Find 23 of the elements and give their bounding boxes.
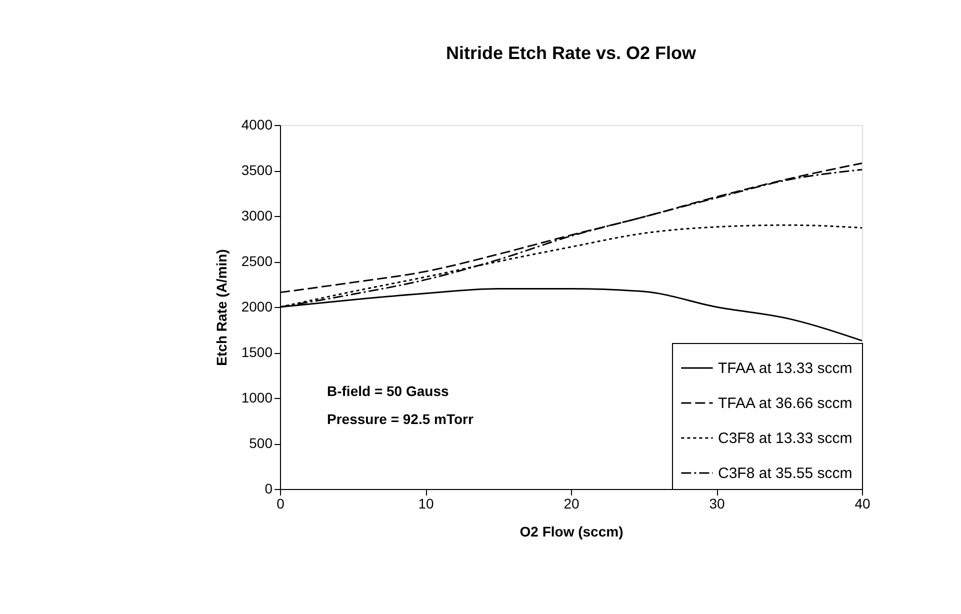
x-axis-title: O2 Flow (sccm): [520, 524, 624, 540]
y-tick-label: 1500: [241, 344, 273, 360]
y-tick-label: 4000: [241, 116, 273, 132]
x-tick-label: 10: [418, 496, 434, 512]
y-tick-label: 0: [264, 480, 273, 496]
legend-label: C3F8 at 35.55 sccm: [718, 465, 852, 482]
x-tick-label: 20: [564, 496, 580, 512]
x-tick-label: 30: [709, 496, 725, 512]
y-tick-label: 3500: [241, 162, 273, 178]
y-tick-label: 2000: [241, 298, 273, 314]
annotation: B-field = 50 Gauss: [327, 383, 449, 399]
y-axis-title: Etch Rate (A/min): [213, 249, 230, 366]
chart-title: Nitride Etch Rate vs. O2 Flow: [446, 43, 698, 63]
legend-label: TFAA at 36.66 sccm: [718, 395, 852, 412]
legend-label: TFAA at 13.33 sccm: [718, 360, 852, 377]
y-tick-label: 3000: [241, 208, 273, 224]
y-tick-label: 2500: [241, 253, 273, 269]
y-tick-label: 500: [249, 435, 273, 451]
x-tick-label: 0: [276, 496, 285, 512]
x-tick-label: 40: [854, 496, 870, 512]
y-tick-label: 1000: [241, 390, 273, 406]
annotation: Pressure = 92.5 mTorr: [327, 411, 474, 427]
legend-label: C3F8 at 13.33 sccm: [718, 430, 852, 447]
